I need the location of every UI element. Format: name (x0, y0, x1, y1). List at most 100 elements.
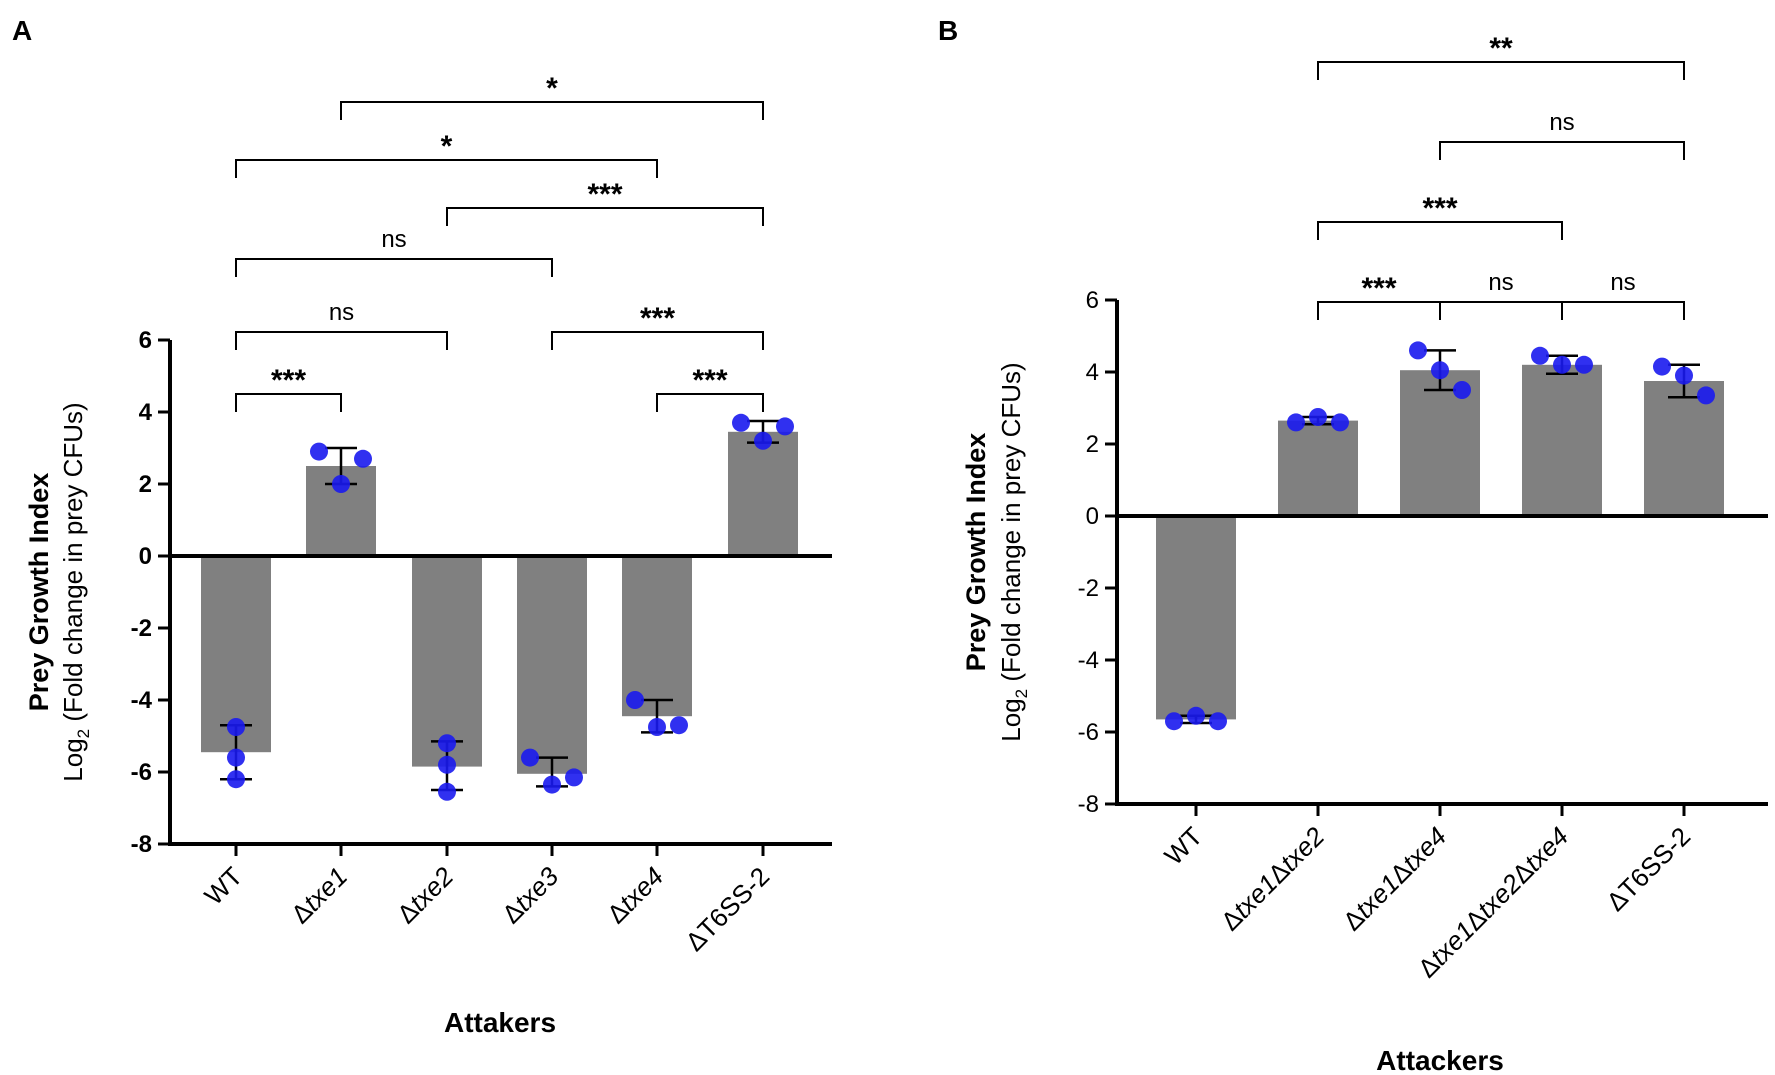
b-data-point-0-1 (1187, 706, 1205, 725)
b-significance-label-4: ns (1549, 109, 1574, 136)
b-data-point-4-0 (1653, 357, 1671, 376)
a-significance-label-6: * (441, 130, 453, 163)
a-category-label-3: Δtxe3 (496, 861, 565, 930)
a-significance-bracket-5 (446, 207, 764, 226)
b-data-point-3-1 (1553, 355, 1571, 374)
a-significance-bracket-4 (235, 258, 553, 277)
a-bar-2 (412, 556, 482, 767)
a-category-label-4: Δtxe4 (601, 861, 669, 929)
b-y-tick-label-2: 2 (1086, 431, 1099, 458)
a-category-label-5: ΔT6SS-2 (679, 861, 775, 957)
b-bar-0 (1156, 516, 1236, 720)
a-category-label-1: Δtxe1 (285, 861, 353, 929)
b-bar-1 (1278, 420, 1358, 516)
b-significance-bracket-4 (1439, 141, 1685, 160)
a-significance-label-0: *** (271, 364, 306, 397)
a-y-tick-label-5: -4 (131, 687, 153, 714)
a-data-point-1-1 (332, 475, 350, 493)
b-significance-bracket-2 (1561, 301, 1685, 320)
b-category-label-4: ΔT6SS-2 (1600, 821, 1696, 917)
a-data-point-3-0 (521, 748, 539, 767)
b-data-point-4-2 (1697, 386, 1715, 405)
b-data-point-0-0 (1165, 712, 1183, 731)
a-significance-bracket-1 (656, 393, 764, 412)
a-y-tick-label-2: 2 (139, 471, 152, 498)
a-y-tick-label-6: -6 (131, 759, 152, 786)
b-data-point-3-2 (1575, 355, 1593, 374)
a-data-point-5-0 (732, 413, 750, 432)
a-significance-label-4: ns (381, 226, 406, 253)
a-significance-label-2: ns (329, 299, 354, 326)
b-data-point-1-2 (1331, 413, 1349, 432)
a-significance-label-3: *** (640, 302, 675, 335)
a-significance-bracket-0 (235, 393, 342, 412)
a-y-tick-label-7: -8 (131, 831, 152, 858)
b-bar-3 (1522, 364, 1602, 516)
b-significance-bracket-5 (1317, 61, 1685, 80)
b-y-axis-subtitle: Log2 (Fold change in prey CFUs) (996, 362, 1031, 741)
panel-b: B 6420-2-4-6-8WTΔtxe1Δtxe2Δtxe1Δtxe4Δtxe… (938, 15, 1768, 1075)
a-bar-4 (622, 556, 692, 717)
b-significance-bracket-1 (1439, 301, 1563, 320)
b-significance-label-2: ns (1610, 269, 1635, 296)
b-y-tick-label-1: 4 (1086, 359, 1099, 386)
a-data-point-4-2 (670, 716, 688, 735)
a-data-point-3-1 (543, 775, 561, 794)
a-y-tick-label-3: 0 (139, 543, 152, 570)
a-bar-3 (517, 556, 587, 774)
a-data-point-2-1 (438, 755, 456, 774)
a-y-tick-label-4: -2 (131, 615, 152, 642)
a-data-point-5-1 (754, 431, 772, 450)
panel-b-letter: B (938, 15, 958, 46)
b-data-point-3-0 (1531, 346, 1549, 365)
b-significance-label-5: ** (1489, 32, 1513, 65)
a-significance-bracket-2 (235, 331, 448, 350)
a-x-axis-title: Attakers (444, 1007, 556, 1038)
a-data-point-2-2 (438, 782, 456, 801)
a-significance-bracket-3 (551, 331, 764, 350)
b-y-tick-label-0: 6 (1086, 287, 1099, 314)
b-bar-4 (1644, 381, 1724, 516)
a-data-point-3-2 (565, 768, 583, 787)
a-bar-5 (728, 431, 798, 556)
b-y-tick-label-6: -6 (1078, 719, 1099, 746)
a-data-point-1-2 (354, 449, 372, 468)
panel-a: A 6 4 2 0 -2 -4 -6 -8 WT Δtxe1 Δtxe2 Δtxe3 Δtxe4ΔT6S… (12, 15, 832, 1038)
b-category-label-0: WT (1158, 821, 1208, 871)
a-data-point-5-2 (776, 417, 794, 436)
a-y-tick-label-1: 4 (139, 399, 153, 426)
a-data-point-0-2 (227, 770, 245, 789)
a-y-axis-subtitle: Log2 (Fold change in prey CFUs) (58, 402, 93, 781)
a-significance-bracket-7 (340, 101, 764, 120)
a-data-point-4-1 (648, 718, 666, 736)
a-significance-label-5: *** (587, 178, 622, 211)
a-data-point-4-0 (626, 691, 644, 709)
b-data-point-1-0 (1287, 413, 1305, 432)
b-significance-label-1: ns (1488, 269, 1513, 296)
b-category-label-2: Δtxe1Δtxe4 (1337, 821, 1452, 936)
b-data-point-2-2 (1453, 381, 1471, 399)
a-significance-bracket-6 (235, 159, 658, 178)
b-significance-label-3: *** (1422, 192, 1457, 225)
b-x-axis-title: Attackers (1376, 1045, 1504, 1075)
panel-a-letter: A (12, 15, 32, 46)
a-y-tick-label-0: 6 (139, 327, 152, 354)
b-y-tick-label-4: -2 (1078, 575, 1099, 602)
a-category-label-0: WT (198, 861, 248, 911)
a-data-point-2-0 (438, 734, 456, 753)
a-data-point-0-0 (227, 718, 245, 736)
b-data-point-4-1 (1675, 366, 1693, 385)
a-data-point-1-0 (310, 442, 328, 461)
b-category-label-1: Δtxe1Δtxe2 (1215, 821, 1331, 937)
a-data-point-0-1 (227, 748, 245, 767)
b-data-point-0-2 (1209, 712, 1227, 731)
b-data-point-2-0 (1409, 341, 1427, 360)
b-y-tick-label-7: -8 (1078, 791, 1099, 818)
b-significance-bracket-3 (1317, 221, 1563, 240)
a-category-label-2: Δtxe2 (391, 861, 460, 930)
b-data-point-2-1 (1431, 361, 1449, 380)
b-significance-label-0: *** (1361, 272, 1396, 305)
b-data-point-1-1 (1309, 408, 1327, 426)
a-significance-label-1: *** (692, 364, 727, 397)
